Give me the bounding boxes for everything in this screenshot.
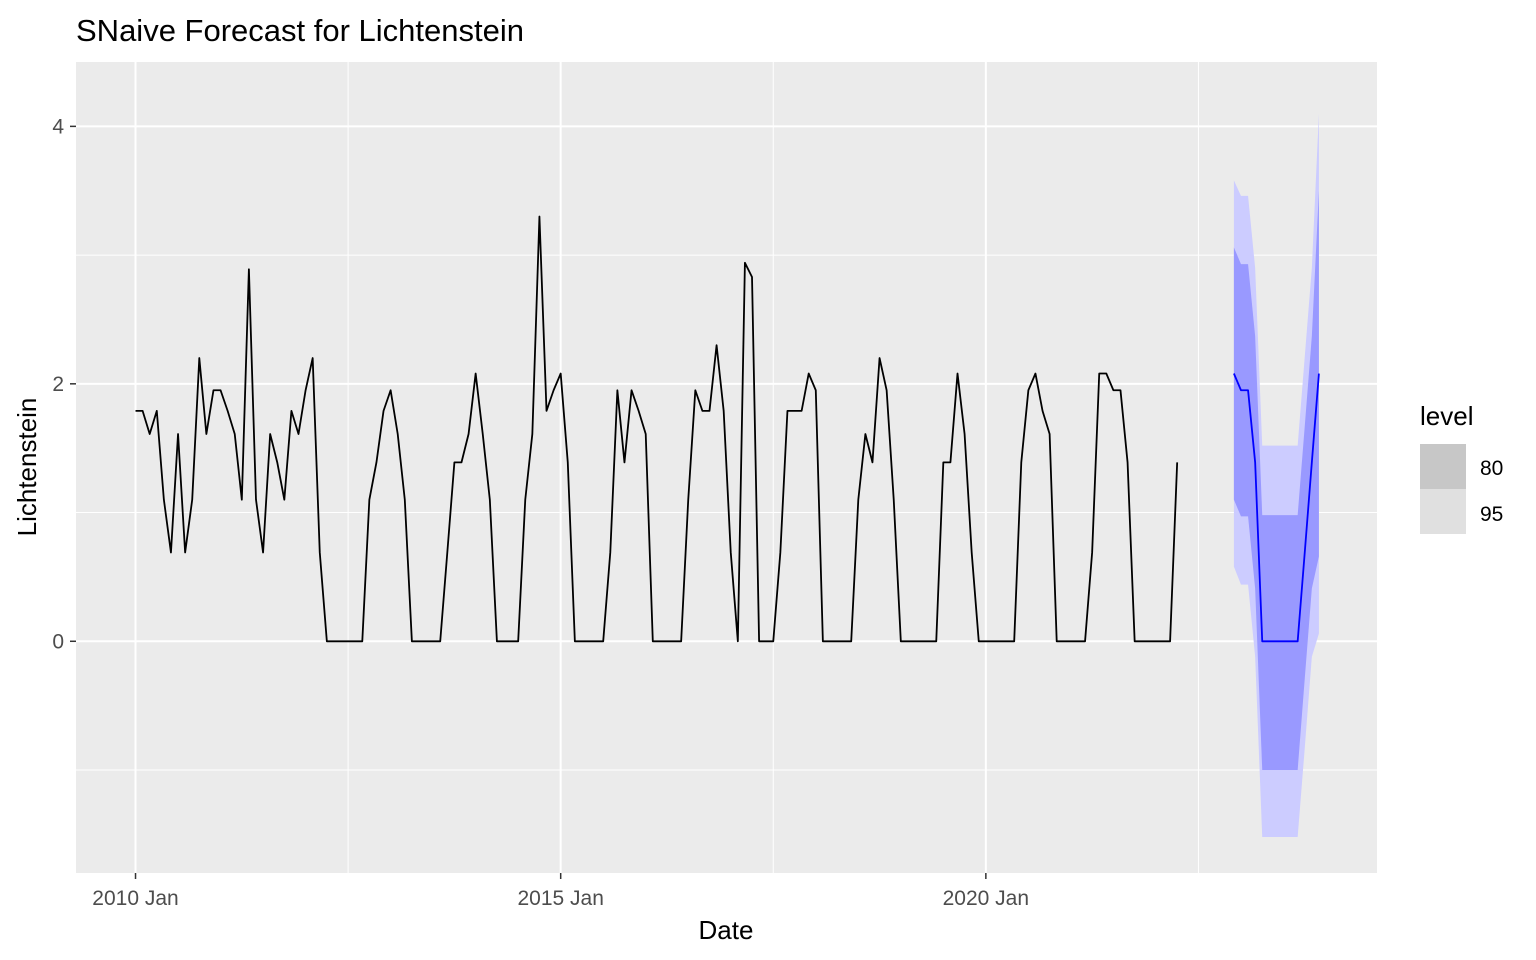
- legend: level 80 95: [1420, 401, 1503, 534]
- y-tick-label: 4: [52, 115, 64, 138]
- legend-title: level: [1420, 401, 1473, 431]
- y-axis: 0 2 4: [52, 115, 76, 653]
- y-tick-label: 2: [52, 373, 64, 396]
- legend-key-80: [1420, 444, 1466, 489]
- forecast-line: [1233, 373, 1320, 643]
- legend-key-95: [1420, 489, 1466, 534]
- history-line: [135, 215, 1179, 643]
- x-tick-label: 2010 Jan: [92, 887, 178, 910]
- legend-label-80: 80: [1480, 457, 1503, 480]
- series-lines: [135, 215, 1320, 643]
- chart-title: SNaive Forecast for Lichtenstein: [76, 13, 524, 48]
- x-axis: 2010 Jan 2015 Jan 2020 Jan: [92, 873, 1029, 910]
- x-tick-label: 2020 Jan: [943, 887, 1029, 910]
- y-axis-title: Lichtenstein: [12, 398, 42, 537]
- x-tick-label: 2015 Jan: [517, 887, 603, 910]
- x-axis-title: Date: [699, 915, 754, 945]
- forecast-intervals: [1233, 113, 1319, 837]
- interval-80-band: [1233, 190, 1319, 771]
- y-tick-label: 0: [52, 630, 64, 653]
- legend-label-95: 95: [1480, 503, 1503, 526]
